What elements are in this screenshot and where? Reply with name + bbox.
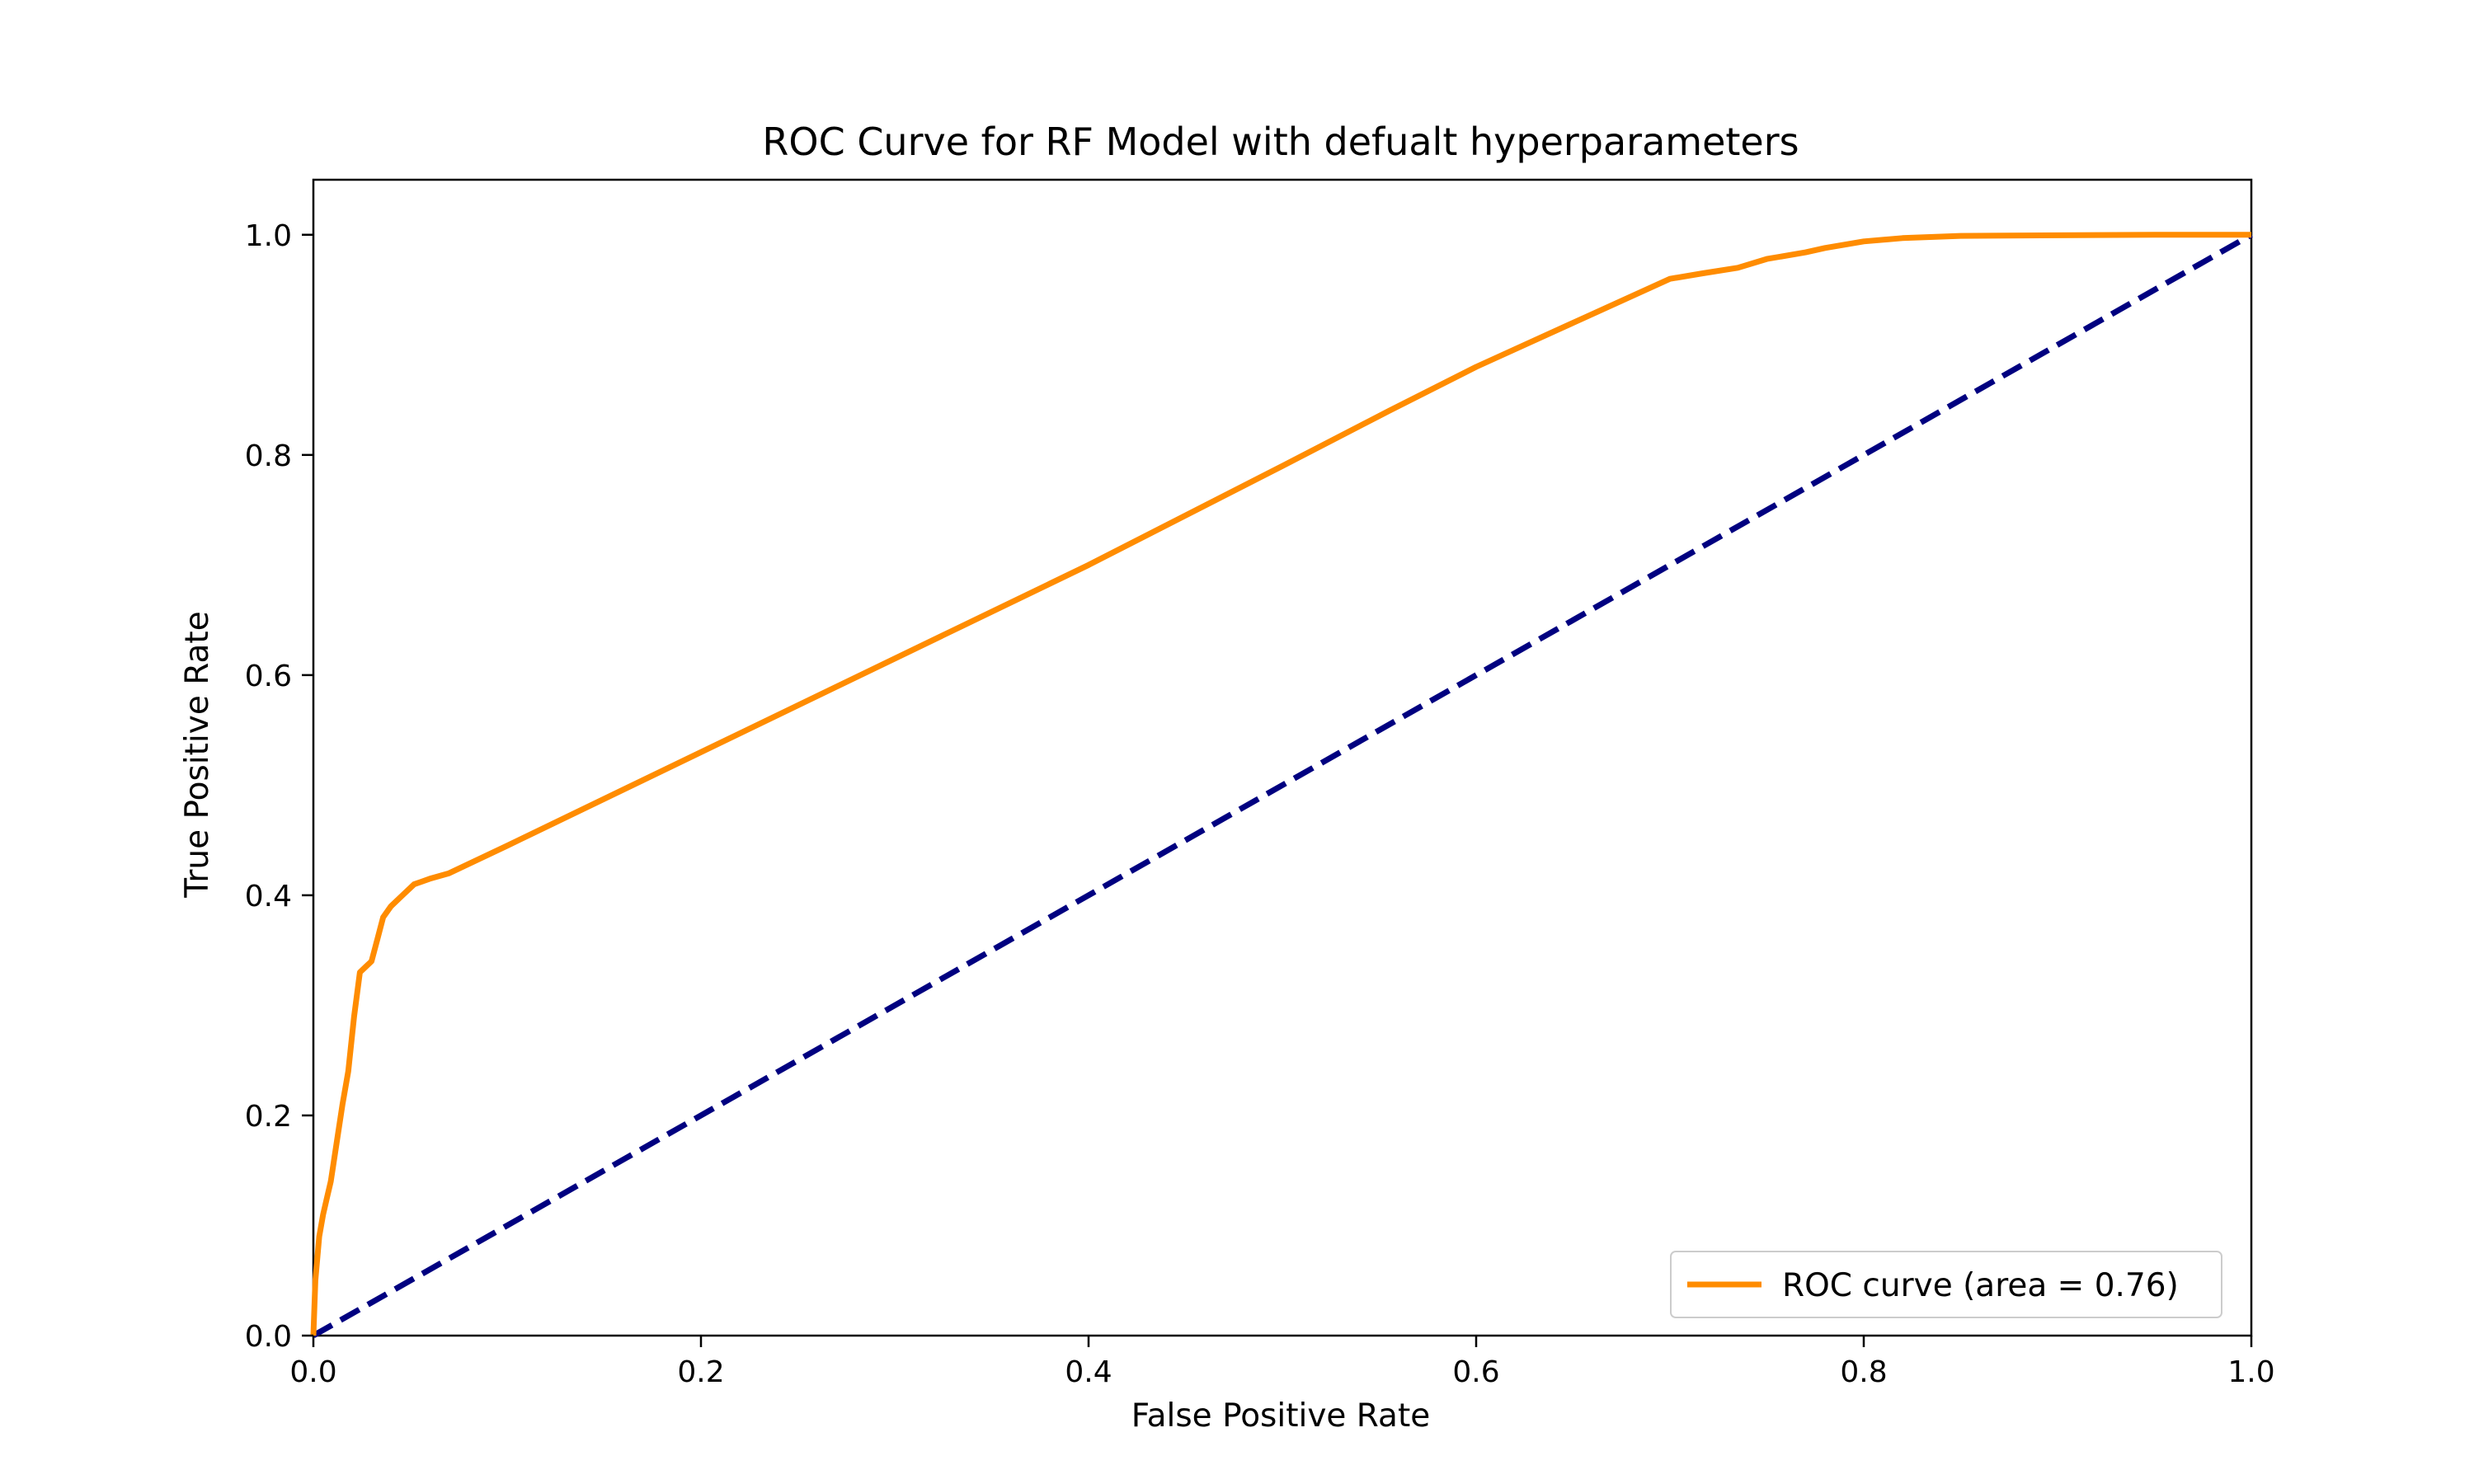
x-axis-label: False Positive Rate xyxy=(1131,1397,1430,1435)
x-tick-label: 0.2 xyxy=(677,1355,724,1389)
x-axis: 0.0 0.2 0.4 0.6 0.8 1.0 xyxy=(289,1336,2275,1389)
y-tick-label: 0.2 xyxy=(245,1100,292,1134)
y-axis: 0.0 0.2 0.4 0.6 0.8 1.0 xyxy=(245,219,313,1354)
plot-frame xyxy=(312,178,2253,1337)
plot-area xyxy=(312,178,2253,1337)
x-tick-label: 1.0 xyxy=(2227,1355,2274,1389)
x-tick-label: 0.8 xyxy=(1840,1355,1887,1389)
x-tick-label: 0.0 xyxy=(289,1355,336,1389)
legend-label-roc-curve: ROC curve (area = 0.76) xyxy=(1782,1267,2179,1304)
roc-curve-line xyxy=(310,232,2251,1336)
y-tick-label: 0.4 xyxy=(245,880,292,913)
legend-box xyxy=(1670,1251,2222,1318)
x-tick-label: 0.6 xyxy=(1452,1355,1499,1389)
y-tick-label: 0.0 xyxy=(245,1320,292,1354)
chance-diagonal-line xyxy=(312,232,2253,1339)
y-tick-label: 0.6 xyxy=(245,660,292,693)
y-tick-label: 0.8 xyxy=(245,439,292,473)
chart-title: ROC Curve for RF Model with defualt hype… xyxy=(762,120,1799,164)
series-layer xyxy=(310,232,2253,1339)
x-tick-label: 0.4 xyxy=(1065,1355,1112,1389)
legend: ROC curve (area = 0.76) xyxy=(1670,1251,2222,1318)
y-tick-label: 1.0 xyxy=(245,219,292,253)
y-axis-label: True Positive Rate xyxy=(179,611,216,898)
